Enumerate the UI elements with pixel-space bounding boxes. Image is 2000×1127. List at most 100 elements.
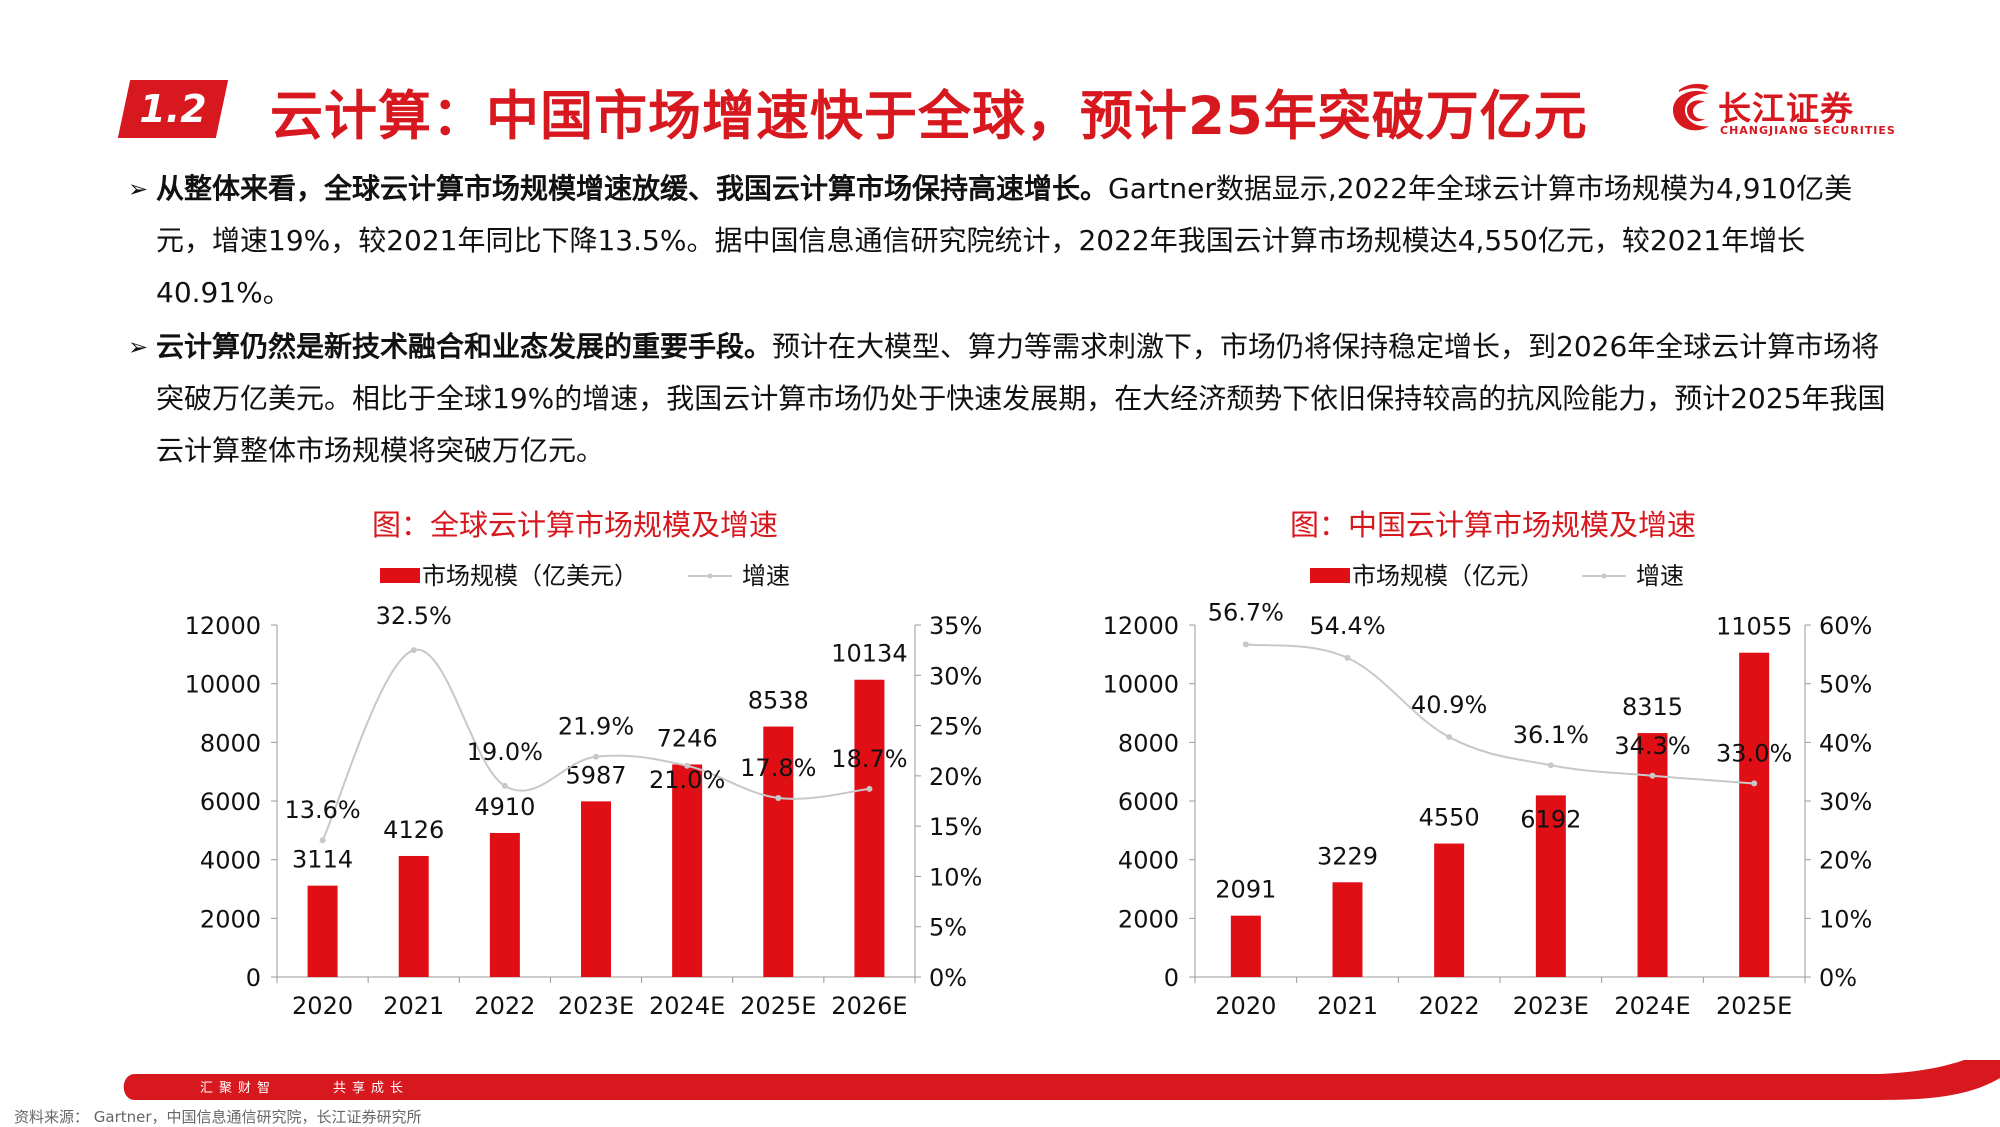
bar-value-label: 4910 [474,793,535,821]
y-tick-label: 10000 [1103,671,1179,699]
y2-tick-label: 30% [929,662,982,690]
bar-value-label: 5987 [565,761,626,789]
growth-value-label: 18.7% [831,745,907,773]
y-tick-label: 2000 [1118,905,1179,933]
y2-tick-label: 35% [929,612,982,640]
bar [672,764,703,977]
growth-point [775,794,782,801]
bullet-item: ➢ 云计算仍然是新技术融合和业态发展的重要手段。预计在大模型、算力等需求刺激下，… [128,321,1898,477]
y2-tick-label: 60% [1819,612,1872,640]
y-tick-label: 10000 [185,671,261,699]
bar-value-label: 3114 [292,846,353,874]
company-logo-icon [1673,83,1709,131]
bar [489,832,520,977]
chart-china-cloud-market: 市场规模（亿元） 增速 0 2000 4000 6000 8000 10000 12000 0% 1… [1103,562,1873,1020]
growth-value-label: 56.7% [1208,598,1284,626]
y-tick-label: 6000 [1118,788,1179,816]
growth-value-label: 33.0% [1716,739,1792,767]
legend-line-marker [1601,573,1607,579]
x-tick-label: 2024E [1614,992,1690,1020]
legend-bar-label: 市场规模（亿美元） [422,562,638,590]
bar [1535,795,1566,977]
bar [1332,882,1363,977]
bullet-text: 预计在大模型、算力等需求刺激下，市场仍将保持稳定增长，到2026年全球云计算市场… [156,330,1886,467]
y2-tick-label: 20% [1819,847,1872,875]
bullet-list: ➢ 从整体来看，全球云计算市场规模增速放缓、我国云计算市场保持高速增长。Gart… [128,163,1898,479]
x-tick-label: 2023E [558,992,634,1020]
chart-title-china: 图：中国云计算市场规模及增速 [1290,508,1697,542]
bar-value-label: 8315 [1622,693,1683,721]
growth-point [1446,734,1453,741]
bar [1637,733,1668,977]
y-tick-label: 4000 [1118,847,1179,875]
footer-slogan-left: 汇聚财智 [200,1081,277,1096]
x-tick-label: 2021 [383,992,444,1020]
x-tick-label: 2020 [292,992,353,1020]
bar [854,679,885,977]
chart-title-global: 图：全球云计算市场规模及增速 [372,508,779,542]
bar-value-label: 3229 [1317,842,1378,870]
chart-global-cloud-market: 市场规模（亿美元） 增速 0 2000 4000 6000 8000 10000 12000 0%… [185,562,983,1020]
y-tick-label: 4000 [200,847,261,875]
x-tick-label: 2026E [831,992,907,1020]
x-tick-label: 2025E [1716,992,1792,1020]
bar [581,801,611,977]
company-logo-text: 长江证券 [1718,89,1854,128]
bar [398,855,429,977]
arrow-bullet-icon: ➢ [128,333,149,361]
y-tick-label: 8000 [200,729,261,757]
x-tick-label: 2020 [1215,992,1276,1020]
growth-point [1649,772,1656,779]
y2-tick-label: 50% [1819,671,1872,699]
y2-tick-label: 40% [1819,729,1872,757]
x-tick-label: 2025E [740,992,816,1020]
growth-value-label: 21.0% [649,766,725,794]
legend-line-label: 增速 [742,562,790,590]
y2-tick-label: 25% [929,713,982,741]
y2-tick-label: 0% [1819,964,1857,992]
growth-point [684,762,691,769]
legend-line-marker [707,573,713,579]
bar [1230,915,1261,977]
footer-bar [123,1060,2000,1100]
legend-line-label: 增速 [1636,562,1684,590]
growth-point [866,785,873,792]
bullet-item: ➢ 从整体来看，全球云计算市场规模增速放缓、我国云计算市场保持高速增长。Gart… [128,163,1898,319]
growth-value-label: 19.0% [467,738,543,766]
bullet-bold-text: 云计算仍然是新技术融合和业态发展的重要手段。 [156,330,773,363]
growth-line [321,648,870,841]
growth-value-label: 32.5% [376,602,452,630]
y2-tick-label: 15% [929,813,982,841]
bar-value-label: 8538 [748,687,809,715]
growth-point [319,837,326,844]
growth-point [410,647,417,654]
bar-value-label: 4126 [383,816,444,844]
bar [307,885,338,977]
growth-point [1344,654,1351,661]
growth-value-label: 36.1% [1513,721,1589,749]
growth-point [501,782,508,789]
footer-slogan-right: 共享成长 [333,1081,410,1096]
x-tick-label: 2021 [1317,992,1378,1020]
arrow-bullet-icon: ➢ [128,175,149,203]
y-tick-label: 8000 [1118,729,1179,757]
x-tick-label: 2023E [1513,992,1589,1020]
y-tick-label: 6000 [200,788,261,816]
page-title: 云计算：中国市场增速快于全球，预计25年突破万亿元 [270,86,1588,147]
bar-value-label: 11055 [1716,613,1792,641]
growth-point [593,753,599,760]
legend-bar-swatch [1310,568,1350,583]
source-note: 资料来源： Gartner，中国信息通信研究院，长江证券研究所 [14,1108,422,1126]
legend-bar-swatch [380,568,420,583]
growth-value-label: 40.9% [1411,691,1487,719]
bar [763,726,794,977]
y2-tick-label: 10% [1819,905,1872,933]
growth-point [1547,762,1554,769]
bullet-bold-text: 从整体来看，全球云计算市场规模增速放缓、我国云计算市场保持高速增长。 [156,172,1109,205]
bar-value-label: 6192 [1520,805,1581,833]
growth-value-label: 21.9% [558,713,634,741]
growth-value-label: 54.4% [1309,612,1385,640]
y-tick-label: 12000 [1103,612,1179,640]
growth-value-label: 13.6% [284,796,360,824]
growth-line [1245,643,1755,785]
